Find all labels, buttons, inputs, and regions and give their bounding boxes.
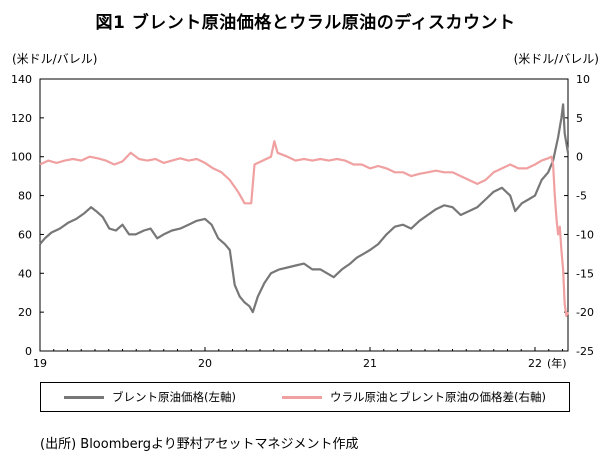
right-tick-label: -10: [576, 228, 594, 241]
x-tick-label: 22: [528, 357, 542, 370]
legend-item-brent: ブレント原油価格(左軸): [64, 389, 236, 405]
right-axis-unit: (米ドル/バレル): [513, 52, 599, 66]
left-tick-label: 80: [18, 190, 32, 203]
x-tick-label: 21: [363, 357, 377, 370]
left-tick-label: 40: [18, 267, 32, 280]
legend-swatch-spread: [282, 395, 322, 399]
x-axis-suffix: (年): [547, 356, 567, 370]
source-note: (出所) Bloombergより野村アセットマネジメント作成: [40, 437, 359, 452]
legend-swatch-brent: [64, 395, 104, 399]
series-line-spread: [39, 140, 570, 318]
chart-title: 図1 ブレント原油価格とウラル原油のディスカウント: [95, 13, 516, 33]
x-tick-label: 20: [198, 357, 212, 370]
plot-frame: [39, 78, 569, 352]
right-tick-label: -15: [576, 267, 594, 280]
legend: ブレント原油価格(左軸) ウラル原油とブレント原油の価格差(右軸): [40, 382, 570, 412]
left-tick-label: 20: [18, 306, 32, 319]
x-tick-label: 19: [33, 357, 47, 370]
left-tick-label: 0: [25, 345, 32, 358]
left-tick-label: 60: [18, 228, 32, 241]
right-tick-label: 5: [576, 112, 583, 125]
left-tick-label: 100: [11, 151, 32, 164]
right-tick-label: 10: [576, 73, 590, 86]
left-tick-label: 140: [11, 73, 32, 86]
left-axis-unit: (米ドル/バレル): [12, 52, 98, 66]
left-tick-label: 120: [11, 112, 32, 125]
legend-item-spread: ウラル原油とブレント原油の価格差(右軸): [282, 389, 546, 405]
series-line-brent: [39, 103, 570, 314]
right-tick-label: 0: [576, 151, 583, 164]
legend-label-brent: ブレント原油価格(左軸): [112, 390, 236, 404]
right-tick-label: -25: [576, 345, 594, 358]
right-tick-label: -5: [576, 190, 587, 203]
right-tick-label: -20: [576, 306, 594, 319]
legend-label-spread: ウラル原油とブレント原油の価格差(右軸): [330, 390, 546, 404]
